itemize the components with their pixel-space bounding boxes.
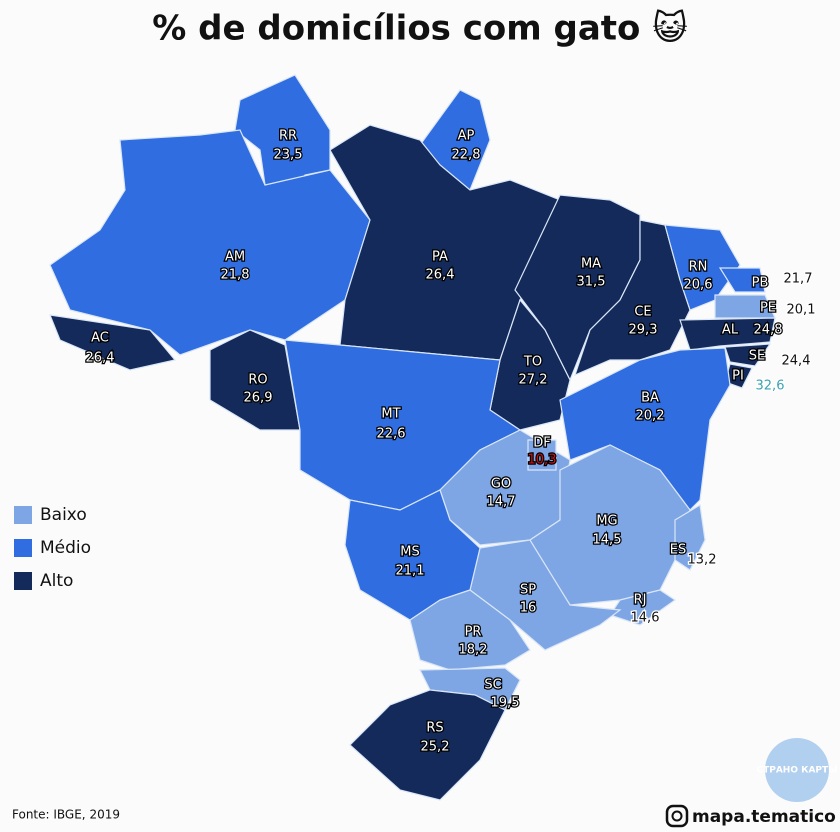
- state-value: 24,8: [754, 323, 783, 338]
- state-abbr: PA: [432, 250, 448, 265]
- state-abbr: MG: [596, 514, 617, 529]
- state-value: 25,2: [421, 740, 450, 755]
- state-abbr: AC: [91, 331, 109, 346]
- state-abbr: CE: [634, 305, 651, 320]
- state-value: 31,5: [577, 275, 606, 290]
- watermark: СТРАНО КАРТЫ: [756, 766, 837, 776]
- state-value: 29,3: [629, 323, 658, 338]
- state-abbr: AP: [458, 129, 475, 144]
- state-region: [724, 343, 772, 367]
- states: RR 23,5 AP 22,8 AM 21,8 PA 26,4 MA 31,5 CE 29,3 RN 20…: [49, 74, 817, 801]
- state-abbr: RO: [248, 373, 267, 388]
- legend-label: Médio: [40, 538, 91, 558]
- state-value: 22,8: [452, 148, 481, 163]
- state-abbr: PR: [465, 625, 482, 640]
- legend-swatch: [14, 506, 32, 524]
- state-abbr: MS: [400, 545, 419, 560]
- state-value: 27,2: [519, 373, 548, 388]
- state-abbr: ES: [670, 543, 686, 558]
- state-region: [409, 589, 531, 671]
- state-value: 26,9: [244, 391, 273, 406]
- instagram-icon: [665, 804, 689, 828]
- state-value: 32,6: [756, 379, 785, 394]
- state-value: 26,4: [86, 351, 115, 366]
- state-value: 21,8: [221, 268, 250, 283]
- state-value: 19,5: [491, 696, 520, 711]
- state-abbr: SC: [484, 678, 501, 693]
- state-abbr: RN: [689, 260, 708, 275]
- state-abbr: MA: [581, 257, 601, 272]
- state-abbr: RR: [279, 129, 297, 144]
- state-abbr: MT: [381, 407, 400, 422]
- state-value: 21,1: [396, 564, 425, 579]
- credit: mapa.tematico: [692, 807, 836, 827]
- state-value: 24,4: [782, 354, 811, 369]
- state-value: 14,7: [487, 495, 516, 510]
- legend-swatch: [14, 539, 32, 557]
- state-value: 20,2: [636, 409, 665, 424]
- state-abbr: TO: [523, 355, 542, 370]
- state-value: 14,5: [593, 533, 622, 548]
- state-value: 18,2: [459, 643, 488, 658]
- state-value: 20,6: [684, 278, 713, 293]
- state-abbr: BA: [641, 391, 659, 406]
- title: % de domicílios com gato 😺: [152, 9, 687, 49]
- state-region: [679, 317, 776, 351]
- state-region: [674, 504, 706, 571]
- state-region: [559, 347, 731, 511]
- state-value: 22,6: [377, 427, 406, 442]
- state-value: 21,7: [784, 272, 813, 287]
- source: Fonte: IBGE, 2019: [12, 808, 120, 822]
- state-region: [49, 314, 177, 371]
- state-abbr: PB: [752, 276, 769, 291]
- state-abbr: SP: [520, 583, 536, 598]
- legend-label: Alto: [40, 571, 73, 591]
- state-value: 10,3: [528, 453, 557, 468]
- state-abbr: RJ: [634, 593, 647, 608]
- state-value: 26,4: [426, 268, 455, 283]
- legend-label: Baixo: [40, 505, 87, 525]
- state-value: 23,5: [274, 148, 303, 163]
- state-region: [349, 689, 506, 801]
- watermark-badge: [765, 738, 829, 802]
- state-abbr: AL: [722, 323, 739, 338]
- state-value: 20,1: [787, 303, 816, 318]
- state-region: [49, 129, 371, 356]
- state-value: 13,2: [688, 553, 717, 568]
- legend-swatch: [14, 572, 32, 590]
- state-abbr: RS: [426, 721, 443, 736]
- state-value: 14,6: [631, 611, 660, 626]
- legend: Baixo Médio Alto: [14, 505, 91, 591]
- instagram-icon-lens: [671, 810, 683, 822]
- state-abbr: PE: [760, 301, 776, 316]
- state-region: [527, 439, 557, 471]
- state-abbr: DF: [533, 436, 551, 451]
- state-abbr: GO: [491, 477, 511, 492]
- state-region: [718, 267, 766, 293]
- state-value: 16: [520, 601, 537, 616]
- state-abbr: PI: [732, 369, 744, 384]
- state-abbr: AM: [225, 250, 245, 265]
- state-abbr: SE: [749, 349, 765, 364]
